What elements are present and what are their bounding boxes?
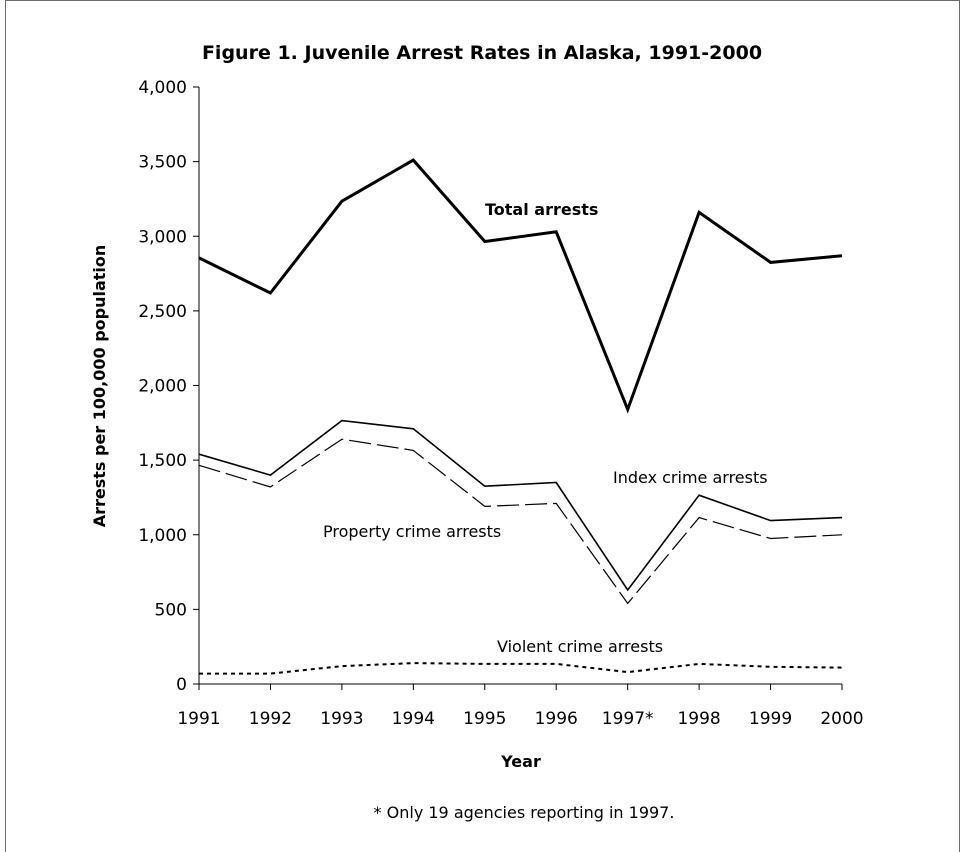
y-axis-ticks: 0 500 1,000 1,500 2,000 2,500 3,000 3,500 4,000 [138, 78, 199, 695]
x-tick-label: 1997* [602, 709, 654, 729]
y-tick-label: 4,000 [138, 78, 187, 98]
y-tick-label: 2,500 [138, 302, 187, 322]
x-tick-label: 1991 [177, 709, 220, 729]
series-label-violent-crime-arrests: Violent crime arrests [497, 637, 663, 656]
x-tick-label: 1999 [749, 709, 792, 729]
y-tick-label: 500 [155, 600, 187, 620]
x-tick-label: 1994 [392, 709, 435, 729]
y-tick-label: 2,000 [138, 377, 187, 397]
x-tick-label: 1995 [463, 709, 506, 729]
x-axis-title: Year [500, 752, 541, 771]
x-axis-ticks: 1991 1992 1993 1994 1995 1996 1997* 1998 1999 200… [177, 684, 864, 729]
y-tick-label: 3,000 [138, 227, 187, 247]
series-lines [198, 158, 843, 675]
y-tick-label: 1,000 [138, 526, 187, 546]
series-label-index-crime-arrests: Index crime arrests [613, 468, 768, 487]
y-tick-label: 0 [176, 675, 187, 695]
series-label-property-crime-arrests: Property crime arrests [323, 522, 501, 541]
y-tick-label: 1,500 [138, 451, 187, 471]
x-tick-label: 1992 [249, 709, 292, 729]
chart-title: Figure 1. Juvenile Arrest Rates in Alask… [202, 42, 762, 64]
series-line-total-arrests [198, 158, 843, 414]
x-tick-label: 1996 [535, 709, 578, 729]
series-line-violent-crime-arrests [199, 662, 843, 675]
x-tick-label: 2000 [820, 709, 863, 729]
series-line-property-crime-arrests [198, 438, 843, 605]
footnote: * Only 19 agencies reporting in 1997. [374, 803, 675, 822]
series-line-index-crime-arrests [198, 419, 843, 592]
x-tick-label: 1993 [320, 709, 363, 729]
y-axis-title: Arrests per 100,000 population [90, 245, 109, 528]
x-tick-label: 1998 [677, 709, 720, 729]
series-label-total-arrests: Total arrests [485, 200, 598, 219]
y-tick-label: 3,500 [138, 153, 187, 173]
figure-frame [5, 0, 960, 852]
